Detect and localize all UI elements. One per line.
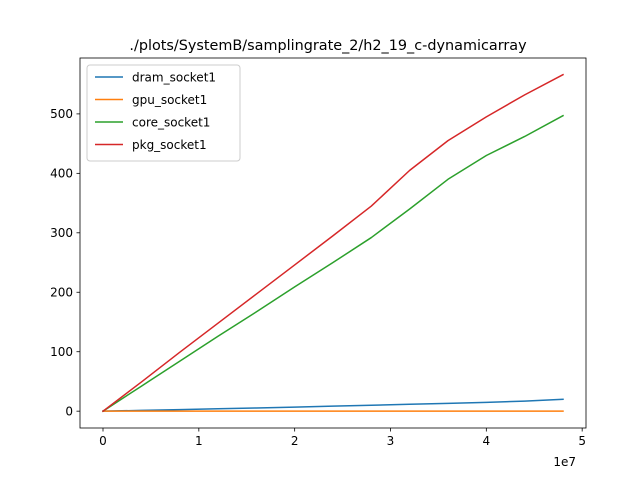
series-line-core_socket1 — [101, 114, 565, 413]
legend-label-gpu_socket1: gpu_socket1 — [132, 93, 207, 107]
axes-frame — [79, 57, 587, 429]
plot-area: 0 1 2 3 4 5 0 100 200 300 400 500 dram_socket1 gpu_so… — [50, 57, 587, 448]
y-tick-label: 200 — [50, 286, 73, 300]
x-tick-label: 5 — [578, 434, 586, 448]
y-tick-label: 300 — [50, 226, 73, 240]
x-axis-scale-label: 1e7 — [553, 455, 576, 469]
x-tick-label: 3 — [387, 434, 395, 448]
legend-label-core_socket1: core_socket1 — [132, 115, 210, 129]
x-tick-label: 0 — [99, 434, 107, 448]
legend-label-dram_socket1: dram_socket1 — [132, 70, 216, 84]
y-tick-label: 400 — [50, 167, 73, 181]
legend-label-pkg_socket1: pkg_socket1 — [132, 138, 207, 152]
series-line-dram_socket1 — [102, 398, 564, 412]
y-tick-label: 500 — [50, 107, 73, 121]
series-line-pkg_socket1 — [101, 73, 565, 413]
legend-box — [86, 64, 241, 162]
y-tick-label: 0 — [65, 404, 73, 418]
y-tick-label: 100 — [50, 345, 73, 359]
x-tick-label: 2 — [291, 434, 299, 448]
chart-title: ./plots/SystemB/samplingrate_2/h2_19_c-d… — [129, 38, 527, 54]
x-tick-label: 1 — [195, 434, 203, 448]
x-tick-label: 4 — [483, 434, 491, 448]
